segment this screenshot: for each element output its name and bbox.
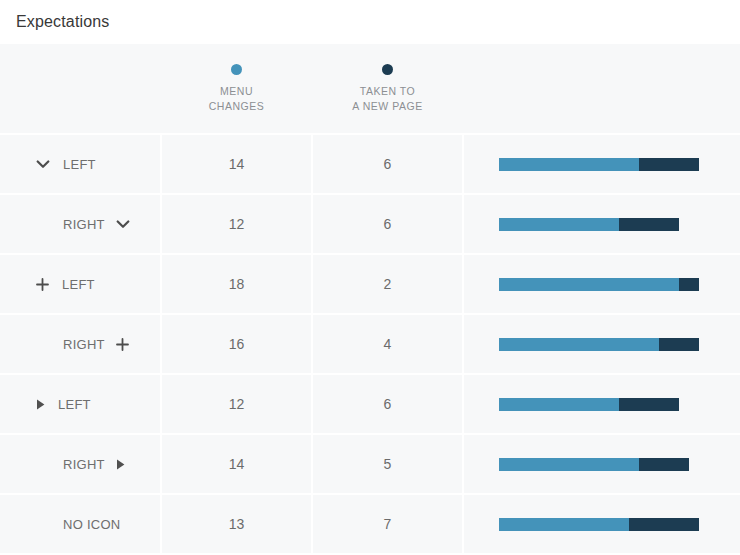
table-row: LEFT 18 2	[0, 255, 740, 313]
menu-changes-dot-icon	[231, 64, 242, 75]
bar-cell	[464, 435, 740, 493]
table-row: RIGHT 12 6	[0, 195, 740, 253]
stacked-bar	[499, 518, 699, 531]
bar-segment-menu-changes	[499, 398, 619, 411]
bar-segment-new-page	[619, 218, 679, 231]
variant-label-cell: LEFT	[0, 255, 160, 313]
legend-header: MENU CHANGES TAKEN TO A NEW PAGE	[0, 44, 740, 133]
menu-changes-value: 13	[162, 495, 311, 553]
variant-label-cell: NO ICON	[0, 495, 160, 553]
new-page-value: 4	[313, 315, 462, 373]
legend-spacer	[0, 44, 160, 133]
row-label: LEFT	[63, 157, 96, 172]
right-icon-slot	[116, 220, 130, 229]
bar-segment-menu-changes	[499, 518, 629, 531]
bar-segment-new-page	[629, 518, 699, 531]
right-icon-slot	[116, 338, 129, 351]
variant-label-cell: RIGHT	[0, 315, 160, 373]
triangle-right-icon	[36, 399, 45, 410]
new-page-value: 6	[313, 375, 462, 433]
bar-cell	[464, 495, 740, 553]
left-icon-slot	[36, 160, 50, 169]
bar-segment-menu-changes	[499, 218, 619, 231]
variant-label-cell: RIGHT	[0, 195, 160, 253]
bar-cell	[464, 315, 740, 373]
new-page-value: 2	[313, 255, 462, 313]
bar-cell	[464, 135, 740, 193]
legend-label-line: TAKEN TO	[360, 84, 416, 99]
new-page-value: 6	[313, 135, 462, 193]
legend-item-menu-changes: MENU CHANGES	[162, 44, 311, 133]
legend-spacer	[464, 44, 740, 133]
variant-label-cell: LEFT	[0, 135, 160, 193]
bar-segment-new-page	[639, 458, 689, 471]
stacked-bar	[499, 158, 699, 171]
legend-item-new-page: TAKEN TO A NEW PAGE	[313, 44, 462, 133]
menu-changes-value: 12	[162, 375, 311, 433]
new-page-value: 7	[313, 495, 462, 553]
row-label: NO ICON	[63, 517, 120, 532]
right-icon-slot	[116, 459, 125, 470]
plus-icon	[116, 338, 129, 351]
menu-changes-value: 18	[162, 255, 311, 313]
page-title: Expectations	[16, 13, 110, 31]
legend-label-line: MENU	[220, 84, 253, 99]
menu-changes-value: 16	[162, 315, 311, 373]
row-label: RIGHT	[63, 337, 105, 352]
bar-segment-menu-changes	[499, 158, 639, 171]
triangle-right-icon	[116, 459, 125, 470]
variant-label-cell: LEFT	[0, 375, 160, 433]
stacked-bar	[499, 398, 679, 411]
legend-label-line: CHANGES	[209, 99, 265, 114]
bar-segment-new-page	[639, 158, 699, 171]
new-page-value: 6	[313, 195, 462, 253]
chevron-down-icon	[116, 220, 130, 229]
row-label: LEFT	[58, 397, 91, 412]
table-row: LEFT 12 6	[0, 375, 740, 433]
bar-segment-menu-changes	[499, 278, 679, 291]
chevron-down-icon	[36, 160, 50, 169]
bar-segment-menu-changes	[499, 458, 639, 471]
new-page-value: 5	[313, 435, 462, 493]
bar-segment-new-page	[619, 398, 679, 411]
bar-segment-menu-changes	[499, 338, 659, 351]
table-row: NO ICON 13 7	[0, 495, 740, 553]
title-bar: Expectations	[0, 0, 740, 44]
bar-segment-new-page	[679, 278, 699, 291]
stacked-bar	[499, 338, 699, 351]
menu-changes-value: 14	[162, 135, 311, 193]
left-icon-slot	[36, 399, 45, 410]
rows: LEFT 14 6 RIGHT 12 6	[0, 135, 740, 553]
bar-cell	[464, 255, 740, 313]
table-row: RIGHT 14 5	[0, 435, 740, 493]
row-label: RIGHT	[63, 457, 105, 472]
legend-label-line: A NEW PAGE	[352, 99, 422, 114]
table-row: RIGHT 16 4	[0, 315, 740, 373]
menu-changes-value: 12	[162, 195, 311, 253]
table-row: LEFT 14 6	[0, 135, 740, 193]
stacked-bar	[499, 458, 689, 471]
left-icon-slot	[36, 278, 49, 291]
stacked-bar	[499, 278, 699, 291]
new-page-dot-icon	[382, 64, 393, 75]
bar-cell	[464, 195, 740, 253]
bar-cell	[464, 375, 740, 433]
row-label: LEFT	[62, 277, 95, 292]
plus-icon	[36, 278, 49, 291]
variant-label-cell: RIGHT	[0, 435, 160, 493]
menu-changes-value: 14	[162, 435, 311, 493]
bar-segment-new-page	[659, 338, 699, 351]
stacked-bar	[499, 218, 679, 231]
row-label: RIGHT	[63, 217, 105, 232]
